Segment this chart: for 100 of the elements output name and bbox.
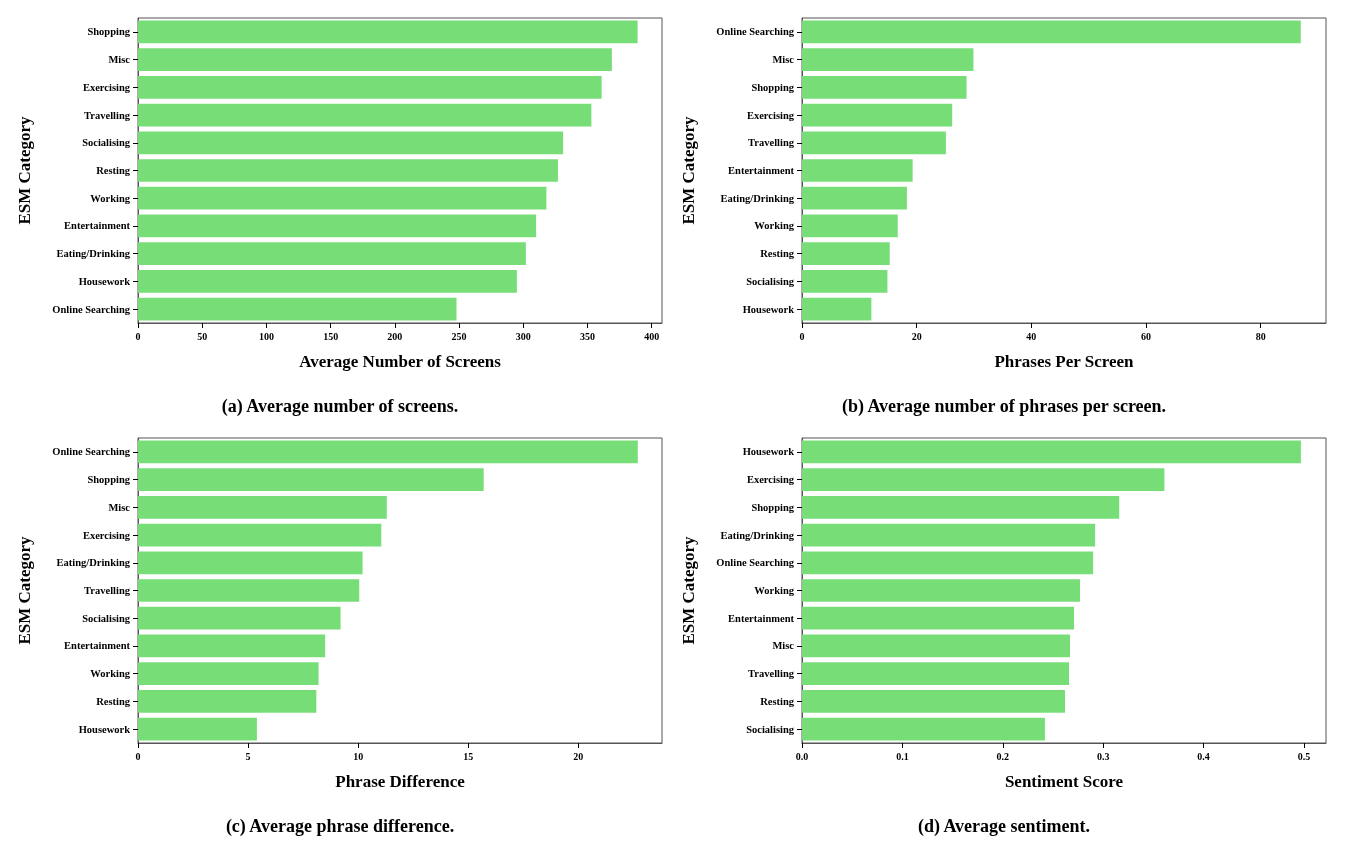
y-tick-label: Exercising [82,529,131,541]
x-tick-label: 0.2 [996,750,1010,762]
y-tick-label: Shopping [751,81,795,93]
x-tick-label: 150 [323,330,339,342]
y-tick-label: Resting [96,695,131,707]
text: (b) Average number of phrases per screen. [841,396,1167,417]
y-tick-label: Online Searching [716,557,795,569]
y-tick-label: Resting [96,165,131,176]
x-tick-label: 80 [1255,330,1266,342]
y-axis-title: ESM Category [15,535,34,645]
y-tick-label: Eating/Drinking [720,529,795,541]
bar [802,214,898,238]
bar [138,495,387,519]
bar [138,103,592,127]
text: (a) Average number of screens. [221,396,459,417]
y-tick-label: Exercising [746,109,795,121]
x-axis-title: Phrases Per Screen [994,352,1135,371]
x-tick-label: 0 [135,750,141,762]
y-tick-label: Exercising [82,81,131,93]
y-tick-label: Housework [78,723,131,735]
y-tick-label: Resting [760,248,795,260]
y-tick-label: Travelling [84,109,131,121]
y-tick-label: Misc [772,640,795,652]
y-tick-label: Working [754,585,795,596]
bar [802,270,888,293]
x-tick-label: 350 [580,330,596,342]
bar [802,131,946,155]
x-tick-label: 60 [1140,330,1151,342]
x-tick-label: 0.4 [1197,750,1210,762]
y-axis-title: ESM Category [679,115,698,225]
x-tick-label: 20 [573,750,584,762]
y-tick-label: Exercising [746,474,795,486]
bar [138,297,457,321]
y-tick-label: Socialising [82,137,131,149]
y-tick-label: Entertainment [64,640,131,652]
x-tick-label: 0 [135,330,141,342]
y-tick-label: Online Searching [52,303,131,315]
bar [802,579,1081,602]
bar [802,440,1301,464]
bar [138,186,547,210]
y-tick-label: Socialising [746,275,795,287]
y-tick-label: Entertainment [728,612,795,624]
x-tick-label: 250 [451,330,467,342]
bar [802,159,913,182]
y-tick-label: Entertainment [64,220,131,232]
x-tick-label: 300 [515,330,531,342]
bar [802,551,1094,575]
y-tick-label: Resting [760,695,795,707]
bar [138,270,517,293]
x-tick-label: 200 [387,330,403,342]
bar [138,634,326,658]
bar [802,717,1045,741]
x-tick-label: 20 [911,330,922,342]
bar [802,48,974,71]
bar [138,551,363,575]
y-tick-label: Shopping [87,474,131,486]
bar [802,103,953,127]
y-tick-label: Travelling [748,668,795,680]
text: (d) Average sentiment. [917,816,1091,837]
bar [138,523,382,547]
bar [802,690,1065,713]
x-tick-label: 0.1 [896,750,909,762]
bar [802,297,872,321]
bar [138,20,638,44]
y-tick-label: Travelling [748,137,795,149]
y-tick-label: Misc [772,54,795,66]
bar [138,75,602,99]
x-tick-label: 0.5 [1297,750,1311,762]
y-tick-label: Shopping [87,26,131,38]
y-tick-label: Housework [742,303,795,315]
bar [802,634,1071,658]
y-tick-label: Eating/Drinking [56,248,131,260]
y-tick-label: Housework [78,275,131,287]
y-tick-label: Working [90,192,131,204]
x-tick-label: 0.0 [795,750,809,762]
bar [802,186,907,210]
bar [802,242,890,266]
y-tick-label: Misc [108,501,131,513]
bar [802,495,1120,519]
text: (c) Average phrase difference. [225,816,455,837]
bar [138,662,319,686]
x-tick-label: 10 [353,750,364,762]
bar [138,48,612,71]
y-tick-label: Working [90,668,131,680]
bar [802,75,967,99]
bar [802,468,1165,491]
y-tick-label: Housework [742,446,795,458]
bar [138,468,484,491]
y-tick-label: Shopping [751,501,795,513]
x-axis-title: Average Number of Screens [299,352,502,371]
y-tick-label: Misc [108,54,131,66]
x-tick-label: 5 [245,750,251,762]
x-tick-label: 0.3 [1096,750,1110,762]
bar [802,662,1070,686]
bar [138,717,257,741]
x-tick-label: 400 [644,330,660,342]
bar [802,523,1096,547]
y-axis-title: ESM Category [15,115,34,225]
y-tick-label: Online Searching [52,446,131,458]
bar [138,579,360,602]
